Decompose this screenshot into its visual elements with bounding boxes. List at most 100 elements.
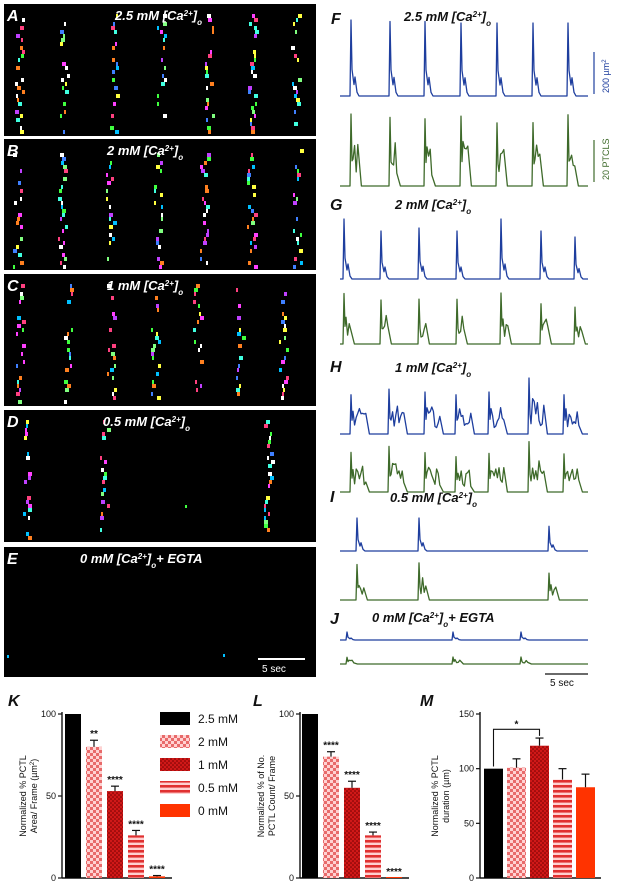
raster-pixel (19, 300, 21, 304)
raster-pixel (196, 284, 200, 288)
raster-pixel (204, 173, 208, 177)
trace-title: 2 mM [Ca2+]o (394, 197, 471, 216)
trace-panels: F 2.5 mM [Ca2+]o G 2 mM [Ca2+]o H 1 mM [Ca2+]… (330, 9, 611, 689)
raster-pixel (292, 82, 294, 86)
raster-pixel (161, 205, 163, 209)
raster-pixel (67, 348, 70, 352)
raster-pixel (114, 364, 116, 368)
trace-panel-h: H 1 mM [Ca2+]o (330, 359, 588, 493)
raster-pixel (20, 189, 23, 193)
raster-pixel (151, 348, 155, 352)
raster-pixel (207, 102, 209, 106)
raster-pixel (106, 197, 108, 201)
bar-chart-k: K 0 50 100 Normalized % PCTLArea/ Frame (µm2… (8, 693, 172, 883)
raster-pixel (159, 229, 163, 233)
raster-pixel (111, 352, 115, 356)
raster-pixel (114, 388, 117, 392)
raster-pixel (112, 344, 116, 348)
raster-panel-b: B 2 mM [Ca2+]o (4, 139, 316, 270)
raster-pixel (158, 245, 161, 249)
raster-pixel (296, 237, 299, 241)
raster-pixel (16, 118, 20, 122)
raster-pixel (61, 161, 64, 165)
raster-pixel (103, 488, 106, 492)
raster-pixel (151, 392, 153, 396)
raster-pixel (154, 201, 156, 205)
bar-2-5-mm (65, 714, 81, 878)
significance-label: **** (386, 867, 402, 878)
raster-pixel (13, 153, 17, 157)
raster-pixel (252, 165, 255, 169)
raster-pixel (252, 110, 255, 114)
bar-0-mm (149, 876, 165, 878)
trace-panel-g: G 2 mM [Ca2+]o (330, 197, 588, 345)
raster-pixel (59, 189, 62, 193)
raster-pixel (164, 66, 166, 70)
raster-pixel (15, 82, 18, 86)
raster-pixel (254, 233, 258, 237)
raster-pixel (67, 384, 71, 388)
panel-label: G (330, 197, 342, 214)
raster-pixel (200, 316, 204, 320)
panel-label: I (330, 489, 335, 506)
raster-pixel (198, 348, 200, 352)
raster-pixel (116, 94, 120, 98)
raster-pixel (279, 368, 282, 372)
bar-0-5-mm (128, 835, 144, 878)
raster-pixel (16, 34, 20, 38)
raster-pixel (297, 173, 301, 177)
raster-pixel (236, 388, 240, 392)
raster-pixel (107, 257, 109, 261)
raster-pixel (237, 368, 239, 372)
raster-pixel (70, 364, 72, 368)
raster-pixel (22, 344, 26, 348)
raster-pixel (250, 62, 254, 66)
raster-pixel (157, 308, 159, 312)
raster-pixel (113, 396, 116, 400)
raster-pixel (109, 328, 112, 332)
raster-pixel (111, 296, 114, 300)
raster-pixel (22, 328, 24, 332)
raster-pixel (254, 26, 257, 30)
raster-pixel (157, 153, 160, 157)
raster-pixel (17, 324, 21, 328)
raster-pixel (296, 90, 298, 94)
raster-pixel (253, 74, 257, 78)
raster-pixel (62, 253, 65, 257)
raster-pixel (254, 54, 256, 58)
raster-pixel (107, 284, 111, 288)
raster-pixel (208, 18, 212, 22)
legend-swatch (160, 781, 190, 794)
raster-pixel (160, 193, 163, 197)
raster-pixel (62, 213, 65, 217)
raster-pixel (270, 476, 274, 480)
bar-1-mm (107, 791, 123, 878)
raster-pixel (16, 66, 20, 70)
raster-pixel (300, 261, 303, 265)
raster-pixel (113, 22, 115, 26)
raster-pixel (293, 265, 296, 269)
raster-pixel (254, 94, 258, 98)
raster-pixel (18, 58, 20, 62)
raster-pixel (238, 364, 240, 368)
raster-pixel (17, 316, 21, 320)
raster-pixel (250, 249, 252, 253)
raster-pixel (27, 452, 29, 456)
raster-pixel (156, 372, 159, 376)
area-trace (340, 377, 588, 435)
raster-pixel (248, 169, 250, 173)
raster-pixel (251, 130, 255, 134)
raster-pixel (156, 241, 159, 245)
raster-pixel (264, 524, 268, 528)
panel-label: H (330, 359, 342, 376)
raster-pixel (210, 50, 212, 54)
raster-pixel (207, 126, 211, 130)
raster-pixel (65, 90, 69, 94)
raster-pixel (17, 384, 19, 388)
raster-pixel (112, 312, 115, 316)
raster-pixel (63, 130, 65, 134)
y-tick-label: 0 (51, 873, 56, 883)
raster-pixel (104, 472, 107, 476)
raster-pixel (109, 225, 113, 229)
